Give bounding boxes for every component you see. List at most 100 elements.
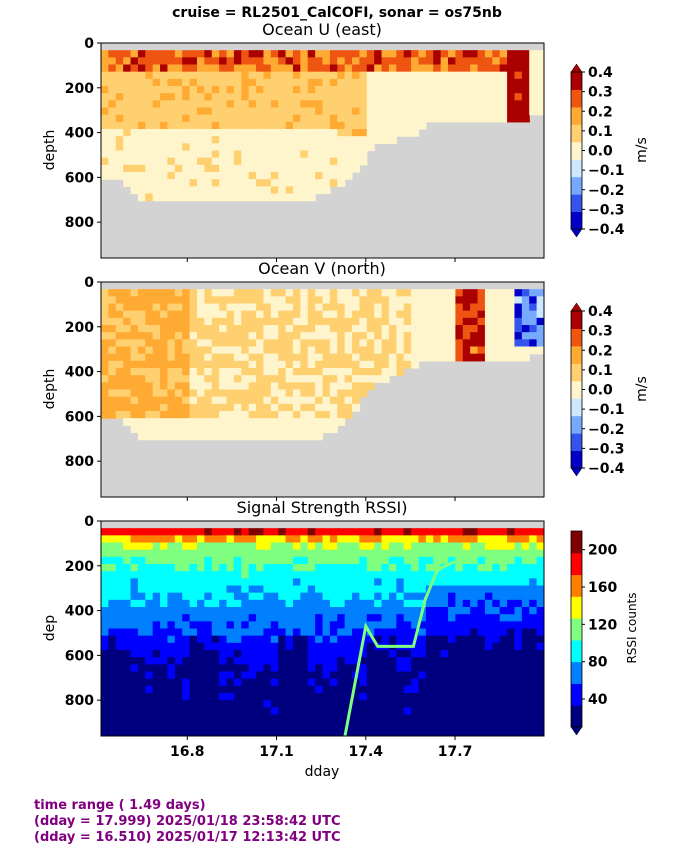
ocean-u-cell	[167, 164, 176, 173]
rssi-cell	[248, 700, 257, 708]
ocean-v-cell	[374, 317, 383, 326]
rssi-cell	[470, 607, 479, 615]
rssi-cell	[130, 700, 139, 708]
ocean-u-cell	[359, 57, 368, 66]
ocean-v-cell	[145, 289, 154, 297]
rssi-cell	[329, 599, 338, 608]
ocean-u-cell	[115, 121, 124, 130]
ocean-u-cell	[292, 64, 301, 73]
ocean-v-cell	[108, 332, 117, 340]
ocean-v-cell	[256, 303, 265, 312]
rssi-cell	[329, 592, 338, 601]
ocean-u-cell	[211, 129, 220, 137]
rssi-cell	[256, 678, 265, 687]
rssi-cell	[396, 535, 405, 544]
rssi-cell	[425, 628, 434, 637]
ocean-v-cell	[514, 346, 523, 355]
rssi-cell	[108, 571, 117, 579]
ocean-u-cell	[329, 86, 338, 94]
ocean-u-cell	[152, 143, 161, 152]
ocean-v-cell	[278, 360, 287, 369]
ocean-v-cell	[484, 303, 493, 312]
rssi-cell	[263, 678, 272, 687]
rssi-cell	[256, 571, 265, 579]
ocean-u-cell	[219, 78, 228, 87]
ocean-v-cell	[101, 289, 109, 297]
ocean-v-cell	[425, 346, 434, 355]
ocean-v-cell	[292, 403, 301, 412]
ocean-u-cell	[278, 107, 287, 116]
ocean-u-cell	[182, 93, 191, 101]
ocean-v-cell	[329, 425, 338, 434]
rssi-cell	[529, 549, 538, 558]
rssi-cell	[315, 564, 324, 572]
ocean-u-ytick-label: 200	[65, 81, 94, 97]
rssi-cell	[374, 700, 383, 708]
rssi-cell	[307, 728, 316, 736]
ocean-u-cell	[300, 157, 309, 166]
ocean-v-cell	[189, 303, 198, 312]
rssi-cell	[484, 549, 493, 558]
rssi-cell	[492, 664, 501, 673]
ocean-v-cell	[167, 375, 176, 383]
rssi-cell	[160, 556, 169, 565]
rssi-cell	[204, 578, 213, 587]
ocean-v-cell	[388, 303, 397, 312]
rssi-cell	[388, 556, 397, 565]
rssi-cell	[226, 650, 235, 658]
ocean-u-cell	[455, 50, 464, 58]
rssi-cell	[440, 571, 449, 579]
rssi-cell	[115, 549, 124, 558]
rssi-cell	[160, 571, 169, 579]
rssi-cell	[196, 556, 205, 565]
ocean-v-cell	[160, 368, 169, 376]
rssi-cell	[529, 528, 538, 536]
rssi-cell	[448, 693, 456, 701]
rssi-cell	[307, 564, 316, 572]
ocean-u-cell	[307, 78, 316, 87]
ocean-u-cell	[285, 64, 294, 73]
rssi-cell	[219, 657, 228, 665]
rssi-cell	[145, 528, 154, 536]
rssi-cell	[499, 635, 508, 644]
rssi-cell	[189, 556, 198, 565]
rssi-cell	[160, 564, 169, 572]
rssi-cell	[167, 564, 176, 572]
rssi-colorbar-segment	[571, 705, 582, 728]
ocean-u-cell	[263, 93, 272, 101]
rssi-cell	[256, 549, 265, 558]
ocean-v-cell	[123, 296, 132, 305]
rssi-cell	[219, 707, 228, 716]
ocean-u-colorbar-tick-label: −0.1	[588, 163, 625, 179]
ocean-v-cell	[189, 296, 198, 305]
rssi-cell	[499, 549, 508, 558]
rssi-cell	[388, 564, 397, 572]
rssi-cell	[211, 607, 220, 615]
rssi-cell	[174, 714, 183, 723]
rssi-cell	[352, 549, 361, 558]
ocean-v-cell	[152, 353, 161, 362]
rssi-cell	[322, 578, 331, 587]
ocean-u-cell	[374, 93, 383, 101]
ocean-u-cell	[307, 186, 316, 195]
ocean-v-cell	[448, 353, 456, 362]
ocean-u-cell	[108, 93, 117, 101]
rssi-cell	[315, 556, 324, 565]
ocean-u-cell	[477, 71, 486, 80]
rssi-cell	[352, 564, 361, 572]
rssi-cell	[418, 671, 427, 680]
ocean-u-cell	[152, 186, 161, 195]
rssi-cell	[123, 707, 132, 716]
ocean-u-cell	[101, 172, 109, 180]
rssi-cell	[507, 635, 516, 644]
rssi-cell	[499, 678, 508, 687]
rssi-cell	[233, 700, 242, 708]
rssi-cell	[477, 685, 486, 694]
rssi-colorbar-extend-min	[570, 726, 583, 736]
ocean-u-cell	[189, 71, 198, 80]
ocean-v-cell	[278, 368, 287, 376]
ocean-u-cell	[322, 121, 331, 130]
ocean-u-cell	[292, 157, 301, 166]
rssi-cell	[484, 728, 493, 736]
